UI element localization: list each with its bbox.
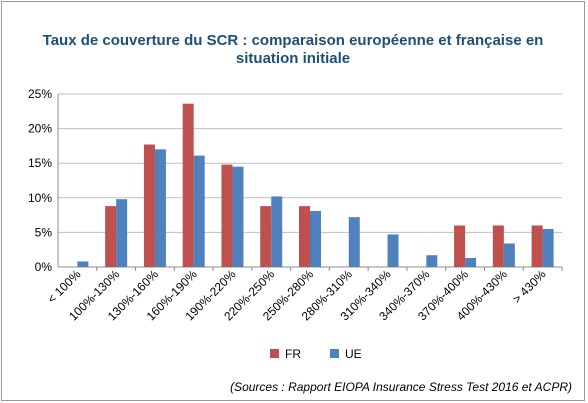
chart-title-line-1: Taux de couverture du SCR : comparaison … (42, 32, 544, 49)
bar-fr (182, 103, 194, 267)
bar-ue (387, 234, 399, 267)
bar-fr (260, 206, 272, 267)
bar-ue (310, 210, 321, 267)
bar-ue (232, 166, 244, 267)
bar-ue (271, 196, 283, 267)
legend-label-fr: FR (285, 347, 301, 361)
bar-ue (542, 228, 554, 267)
bar-ue (426, 255, 438, 267)
y-tick-label: 10% (28, 191, 52, 205)
bar-ue (77, 261, 89, 267)
bar-ue (503, 243, 515, 267)
bar-ue (348, 217, 360, 267)
bar-ue (193, 155, 205, 267)
legend-label-ue: UE (345, 347, 362, 361)
bar-fr (143, 144, 155, 267)
y-tick-label: 5% (35, 225, 53, 239)
chart-title: Taux de couverture du SCR : comparaison … (0, 32, 586, 68)
legend-swatch-fr (270, 349, 279, 358)
y-tick-label: 15% (28, 156, 52, 170)
chart-title-line-2: situation initiale (235, 50, 351, 67)
legend-swatch-ue (330, 349, 339, 358)
y-tick-label: 20% (28, 122, 52, 136)
bar-ue (116, 199, 128, 267)
bar-ue (465, 258, 477, 267)
source-note: (Sources : Rapport EIOPA Insurance Stres… (230, 380, 572, 394)
bar-fr (492, 225, 504, 267)
bar-fr (454, 225, 466, 267)
bar-ue (154, 149, 166, 267)
y-tick-label: 25% (28, 87, 52, 101)
bar-fr (221, 164, 233, 267)
bar-fr (531, 225, 543, 267)
x-tick-label: > 430% (510, 267, 549, 306)
bar-fr (299, 206, 310, 267)
bar-fr (105, 206, 117, 267)
y-tick-label: 0% (35, 260, 53, 274)
